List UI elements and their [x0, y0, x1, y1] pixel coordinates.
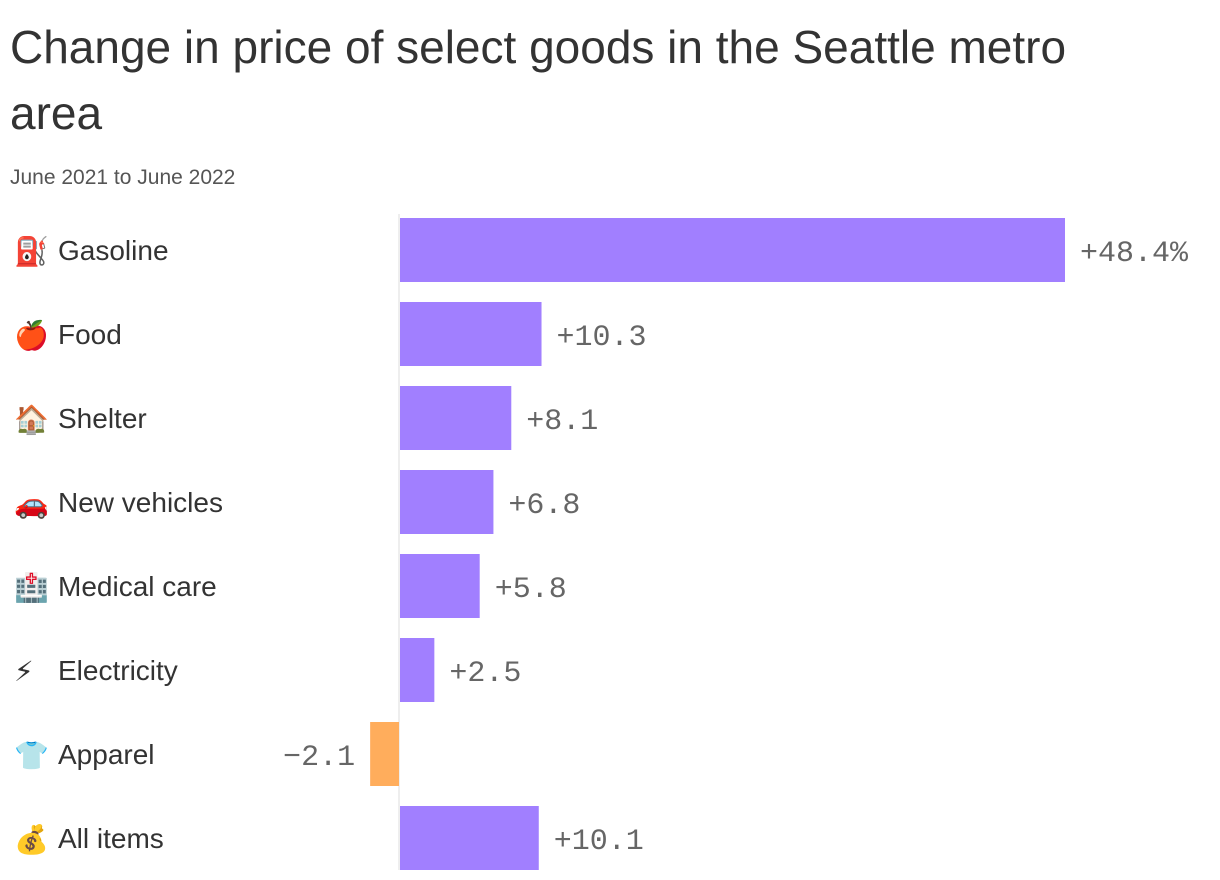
- category-label: Apparel: [58, 739, 155, 770]
- value-label: +2.5: [449, 657, 521, 691]
- bar: [400, 470, 494, 534]
- value-label: −2.1: [283, 741, 355, 775]
- fuel-pump-icon: ⛽: [14, 235, 49, 268]
- chart-title: Change in price of select goods in the S…: [10, 21, 1067, 139]
- bar: [400, 554, 480, 618]
- category-label: Shelter: [58, 403, 147, 434]
- tshirt-icon: 👕: [14, 740, 49, 771]
- apple-icon: 🍎: [14, 318, 49, 352]
- car-icon: 🚗: [14, 488, 49, 520]
- value-label: +8.1: [526, 405, 598, 439]
- house-icon: 🏠: [14, 404, 49, 436]
- bar: [400, 302, 542, 366]
- category-label: New vehicles: [58, 487, 223, 518]
- chart-subtitle: June 2021 to June 2022: [10, 166, 236, 189]
- bar: [400, 218, 1065, 282]
- category-label: Food: [58, 319, 122, 350]
- category-label: Gasoline: [58, 235, 169, 266]
- bar: [370, 722, 399, 786]
- category-label: Electricity: [58, 655, 178, 686]
- value-label: +48.4%: [1080, 237, 1189, 271]
- bar: [400, 386, 512, 450]
- lightning-icon: ⚡: [14, 656, 34, 687]
- value-label: +5.8: [495, 573, 567, 607]
- bar: [400, 638, 435, 702]
- hospital-icon: 🏥: [14, 571, 49, 604]
- bar: [400, 806, 539, 870]
- money-bag-icon: 💰: [14, 823, 49, 856]
- category-label: All items: [58, 823, 164, 854]
- value-label: +6.8: [508, 489, 580, 523]
- category-label: Medical care: [58, 571, 217, 602]
- value-label: +10.1: [554, 825, 644, 859]
- value-label: +10.3: [557, 321, 647, 355]
